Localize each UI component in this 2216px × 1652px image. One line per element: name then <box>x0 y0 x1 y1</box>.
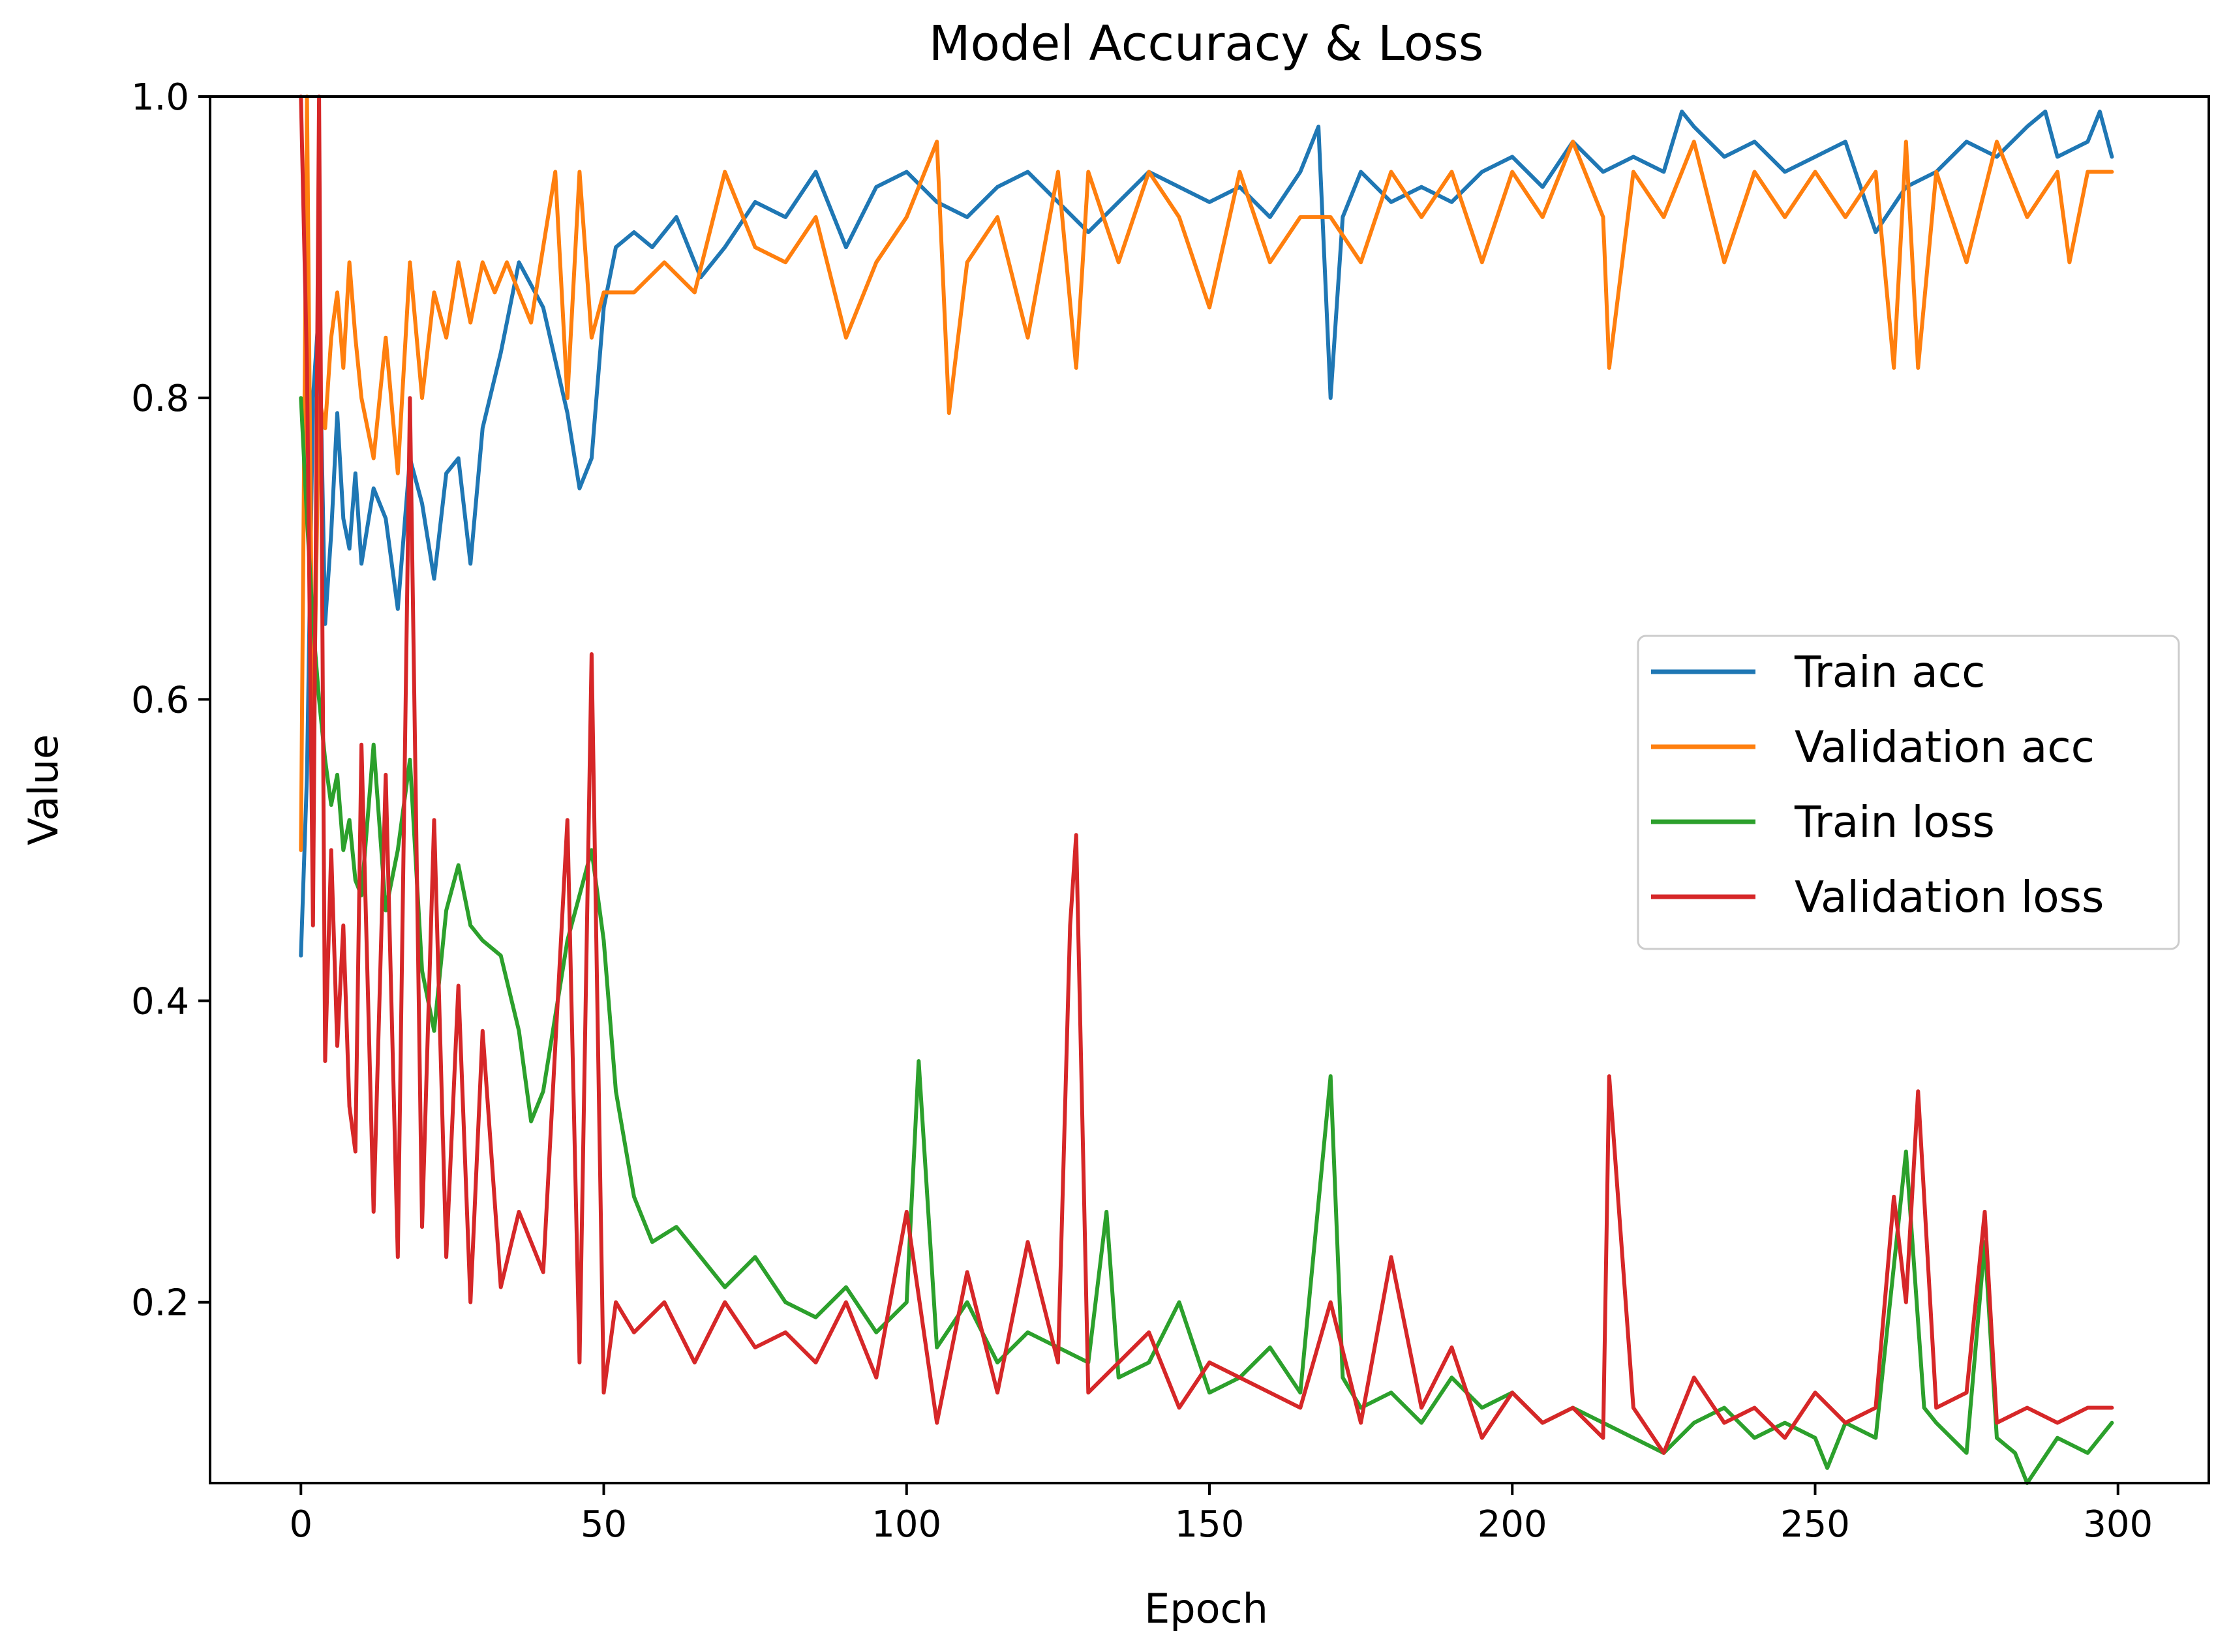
legend: Train acc Validation acc Train loss Validat… <box>1637 635 2180 950</box>
x-tick-label: 100 <box>872 1503 941 1546</box>
legend-label: Train acc <box>1794 647 1985 697</box>
series-line-train-loss <box>299 396 2114 1485</box>
y-axis-label: Value <box>20 734 67 845</box>
y-tick-label: 0.2 <box>131 1282 189 1325</box>
y-tick-label: 1.0 <box>131 76 189 119</box>
legend-label: Validation acc <box>1795 722 2095 772</box>
y-tick-label: 0.4 <box>131 981 189 1023</box>
x-axis: 0 50 100 150 200 250 300 <box>289 1483 2153 1546</box>
series-lines <box>299 95 2114 1485</box>
x-tick-label: 0 <box>289 1503 312 1546</box>
series-line-validation-acc <box>299 95 2114 852</box>
x-tick-label: 50 <box>581 1503 627 1546</box>
y-axis: 0.2 0.4 0.6 0.8 1.0 <box>131 76 210 1325</box>
y-tick-label: 0.6 <box>131 679 189 721</box>
x-tick-label: 300 <box>2083 1503 2153 1546</box>
x-axis-label: Epoch <box>1144 1585 1268 1632</box>
plot-area <box>209 95 2210 1485</box>
legend-label: Train loss <box>1794 797 1995 847</box>
chart-title: Model Accuracy & Loss <box>929 16 1484 72</box>
legend-label: Validation loss <box>1795 872 2104 922</box>
x-tick-label: 150 <box>1175 1503 1245 1546</box>
series-line-validation-loss <box>299 95 2114 1455</box>
x-tick-label: 250 <box>1780 1503 1850 1546</box>
x-tick-label: 200 <box>1478 1503 1547 1546</box>
legend-box <box>1637 635 2180 950</box>
y-tick-label: 0.8 <box>131 378 189 420</box>
